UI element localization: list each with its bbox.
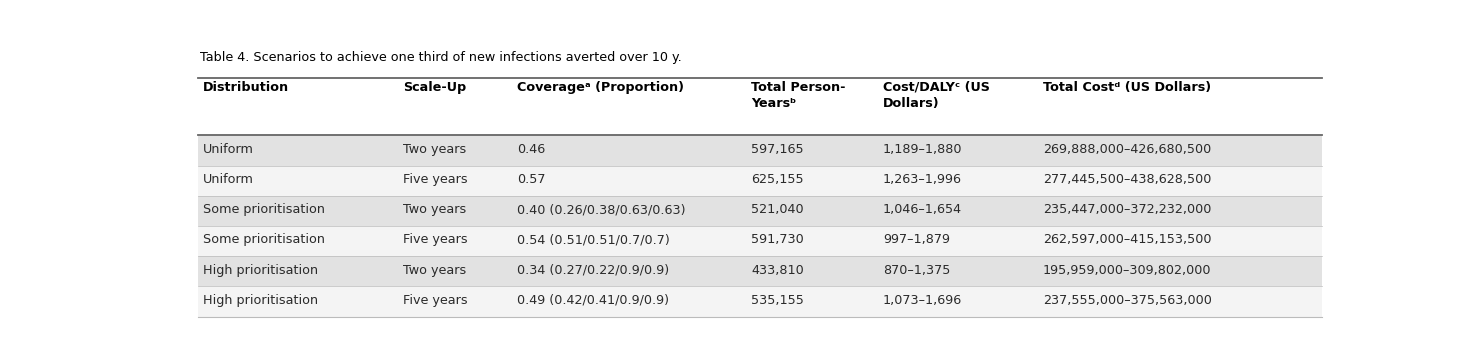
Text: Uniform: Uniform xyxy=(202,143,254,156)
Text: 237,555,000–375,563,000: 237,555,000–375,563,000 xyxy=(1043,294,1212,307)
Bar xyxy=(198,196,1322,226)
Text: 433,810: 433,810 xyxy=(751,264,804,277)
Text: Scale-Up: Scale-Up xyxy=(403,81,466,94)
Text: 535,155: 535,155 xyxy=(751,294,804,307)
Text: Two years: Two years xyxy=(403,203,466,216)
Text: 262,597,000–415,153,500: 262,597,000–415,153,500 xyxy=(1043,233,1211,246)
Bar xyxy=(198,226,1322,256)
Bar xyxy=(198,135,1322,166)
Text: Some prioritisation: Some prioritisation xyxy=(202,203,324,216)
Text: High prioritisation: High prioritisation xyxy=(202,264,317,277)
Text: 625,155: 625,155 xyxy=(751,173,804,186)
Text: 0.54 (0.51/0.51/0.7/0.7): 0.54 (0.51/0.51/0.7/0.7) xyxy=(518,233,670,246)
Text: 0.57: 0.57 xyxy=(518,173,546,186)
Text: 269,888,000–426,680,500: 269,888,000–426,680,500 xyxy=(1043,143,1211,156)
Text: Five years: Five years xyxy=(403,294,468,307)
Bar xyxy=(198,166,1322,196)
Bar xyxy=(198,286,1322,317)
Text: Distribution: Distribution xyxy=(202,81,289,94)
Text: 0.46: 0.46 xyxy=(518,143,546,156)
Text: Uniform: Uniform xyxy=(202,173,254,186)
Text: Coverageᵃ (Proportion): Coverageᵃ (Proportion) xyxy=(518,81,684,94)
Text: 235,447,000–372,232,000: 235,447,000–372,232,000 xyxy=(1043,203,1211,216)
Text: 1,189–1,880: 1,189–1,880 xyxy=(884,143,962,156)
Text: 870–1,375: 870–1,375 xyxy=(884,264,950,277)
Text: 997–1,879: 997–1,879 xyxy=(884,233,950,246)
Text: Total Person-
Yearsᵇ: Total Person- Yearsᵇ xyxy=(751,81,845,110)
Text: Total Costᵈ (US Dollars): Total Costᵈ (US Dollars) xyxy=(1043,81,1211,94)
Text: 521,040: 521,040 xyxy=(751,203,804,216)
Text: 195,959,000–309,802,000: 195,959,000–309,802,000 xyxy=(1043,264,1211,277)
Text: 0.40 (0.26/0.38/0.63/0.63): 0.40 (0.26/0.38/0.63/0.63) xyxy=(518,203,686,216)
Text: Five years: Five years xyxy=(403,173,468,186)
Bar xyxy=(198,256,1322,286)
Text: 277,445,500–438,628,500: 277,445,500–438,628,500 xyxy=(1043,173,1211,186)
Text: Cost/DALYᶜ (US
Dollars): Cost/DALYᶜ (US Dollars) xyxy=(884,81,990,110)
Text: Five years: Five years xyxy=(403,233,468,246)
Text: Table 4. Scenarios to achieve one third of new infections averted over 10 y.: Table 4. Scenarios to achieve one third … xyxy=(201,51,681,64)
Text: 0.49 (0.42/0.41/0.9/0.9): 0.49 (0.42/0.41/0.9/0.9) xyxy=(518,294,670,307)
Text: 0.34 (0.27/0.22/0.9/0.9): 0.34 (0.27/0.22/0.9/0.9) xyxy=(518,264,670,277)
Text: High prioritisation: High prioritisation xyxy=(202,294,317,307)
Text: 1,046–1,654: 1,046–1,654 xyxy=(884,203,962,216)
Text: Some prioritisation: Some prioritisation xyxy=(202,233,324,246)
Text: 1,073–1,696: 1,073–1,696 xyxy=(884,294,962,307)
Text: 591,730: 591,730 xyxy=(751,233,804,246)
Text: Two years: Two years xyxy=(403,264,466,277)
Text: 1,263–1,996: 1,263–1,996 xyxy=(884,173,962,186)
Text: Two years: Two years xyxy=(403,143,466,156)
Text: 597,165: 597,165 xyxy=(751,143,804,156)
